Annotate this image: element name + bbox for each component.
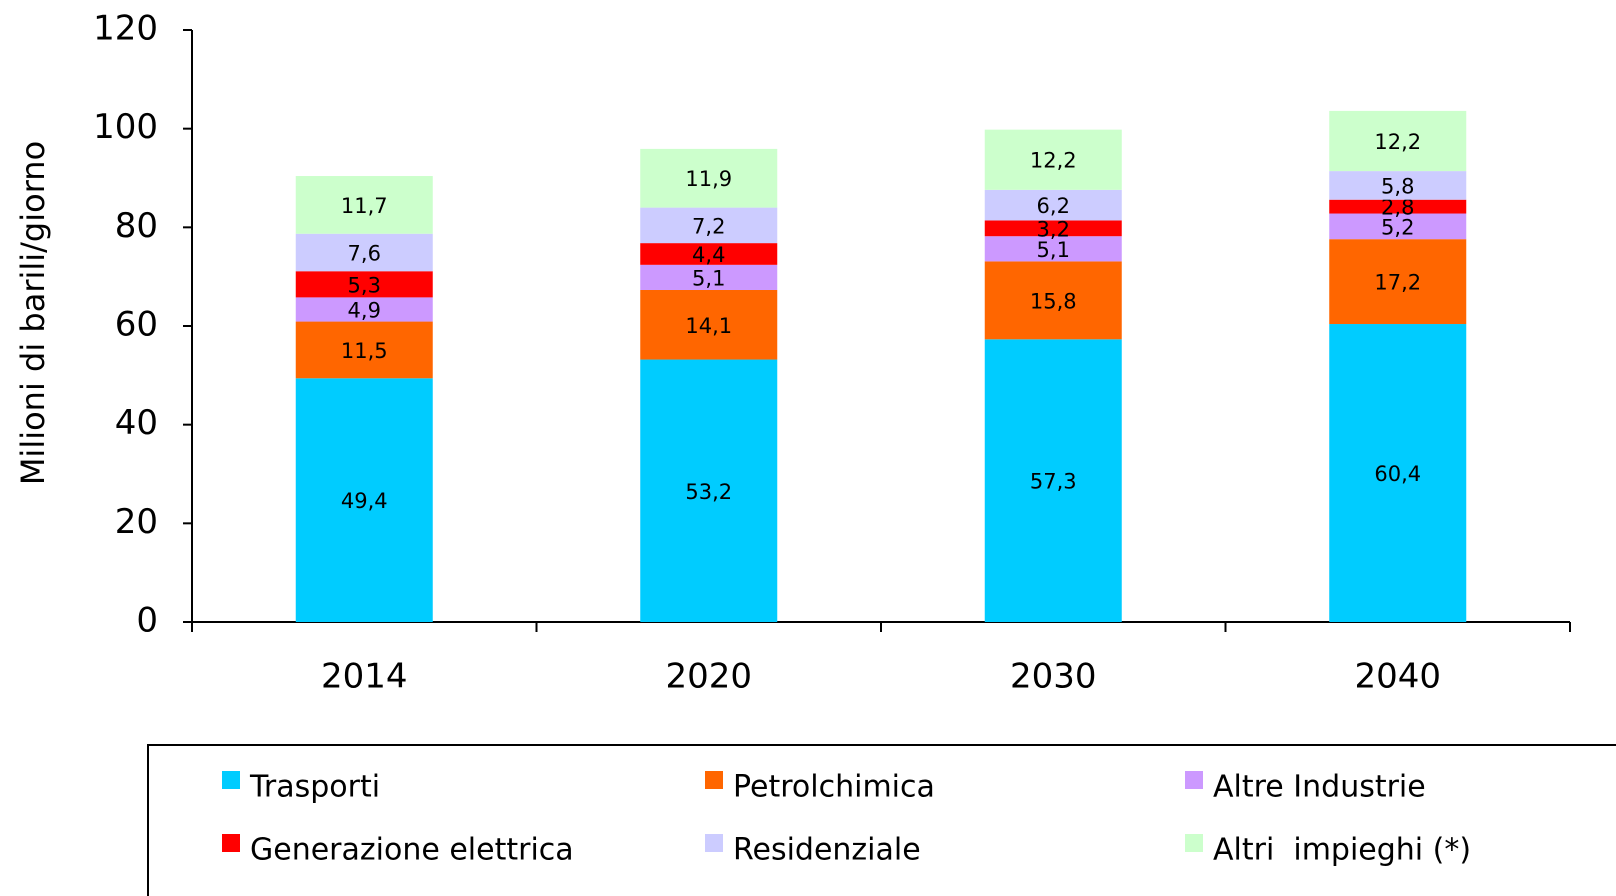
bar-segment: [1329, 239, 1467, 325]
data-label: 5,3: [348, 273, 381, 297]
legend-label: Trasporti: [249, 770, 380, 805]
data-label: 49,4: [341, 489, 388, 513]
y-tick-label: 100: [93, 107, 158, 147]
data-label: 5,8: [1381, 174, 1414, 198]
data-label: 7,2: [692, 214, 725, 238]
bar-segment: [640, 243, 778, 265]
bar-segment: [640, 207, 778, 244]
data-label: 17,2: [1374, 271, 1421, 295]
legend-label: Altri impieghi (*): [1213, 833, 1471, 868]
bar-segment: [295, 378, 433, 622]
bar-segment: [1329, 110, 1467, 172]
legend-swatch: [705, 771, 723, 789]
legend-label: Residenziale: [733, 833, 921, 868]
y-tick-label: 0: [136, 601, 158, 641]
legend-swatch: [222, 771, 240, 789]
x-tick-label: 2014: [321, 657, 408, 697]
legend-swatch: [222, 834, 240, 852]
data-label: 15,8: [1030, 289, 1077, 313]
data-label: 5,1: [692, 266, 725, 290]
bar-segment: [295, 271, 433, 298]
data-label: 57,3: [1030, 470, 1077, 494]
legend-swatch: [1185, 771, 1203, 789]
legend-label: Generazione elettrica: [250, 833, 574, 868]
y-tick-label: 40: [115, 403, 158, 443]
data-label: 6,2: [1037, 194, 1070, 218]
data-label: 12,2: [1374, 130, 1421, 154]
bar-segment: [984, 129, 1122, 190]
data-label: 11,9: [685, 167, 732, 191]
x-tick-label: 2040: [1354, 657, 1441, 697]
data-label: 7,6: [348, 241, 381, 265]
bar-segment: [1329, 199, 1467, 214]
data-label: 60,4: [1374, 462, 1421, 486]
legend-label: Petrolchimica: [733, 770, 935, 805]
bar-segment: [984, 220, 1122, 237]
bar-segment: [1329, 213, 1467, 240]
bar-segment: [984, 261, 1122, 340]
bar-segment: [984, 189, 1122, 221]
bar-segment: [640, 289, 778, 360]
y-tick-label: 60: [115, 305, 158, 345]
legend-box: [147, 744, 1616, 896]
data-label: 53,2: [685, 480, 732, 504]
data-label: 3,2: [1037, 217, 1070, 241]
y-tick-label: 80: [115, 206, 158, 246]
data-label: 11,5: [341, 339, 388, 363]
bar-segment: [984, 339, 1122, 622]
data-label: 12,2: [1030, 149, 1077, 173]
legend-swatch: [705, 834, 723, 852]
y-tick-label: 20: [115, 502, 158, 542]
data-label: 4,4: [692, 243, 725, 267]
bar-segment: [295, 321, 433, 379]
bar-segment: [640, 264, 778, 290]
bar-segment: [1329, 324, 1467, 622]
bar-segment: [295, 233, 433, 272]
x-tick-label: 2020: [665, 657, 752, 697]
bar-segment: [1329, 171, 1467, 200]
y-axis-label: Milioni di barili/giorno: [14, 141, 52, 485]
x-tick-label: 2030: [1010, 657, 1097, 697]
bar-segment: [640, 359, 778, 622]
data-label: 5,2: [1381, 215, 1414, 239]
bar-segment: [984, 236, 1122, 262]
data-label: 11,7: [341, 194, 388, 218]
y-tick-label: 120: [93, 9, 158, 49]
legend-label: Altre Industrie: [1213, 770, 1426, 805]
bar-segment: [640, 148, 778, 208]
data-label: 14,1: [685, 314, 732, 338]
data-label: 5,1: [1037, 238, 1070, 262]
bar-segment: [295, 176, 433, 234]
legend-swatch: [1185, 834, 1203, 852]
bar-segment: [295, 297, 433, 322]
data-label: 4,9: [348, 298, 381, 322]
